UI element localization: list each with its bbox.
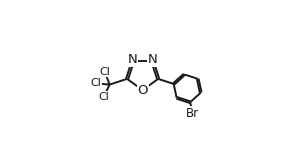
Text: N: N	[128, 53, 137, 66]
Text: Br: Br	[186, 106, 199, 120]
Text: O: O	[137, 84, 148, 97]
Text: N: N	[148, 53, 158, 66]
Text: Cl: Cl	[91, 78, 102, 88]
Text: Cl: Cl	[99, 92, 109, 102]
Text: Cl: Cl	[99, 67, 110, 77]
